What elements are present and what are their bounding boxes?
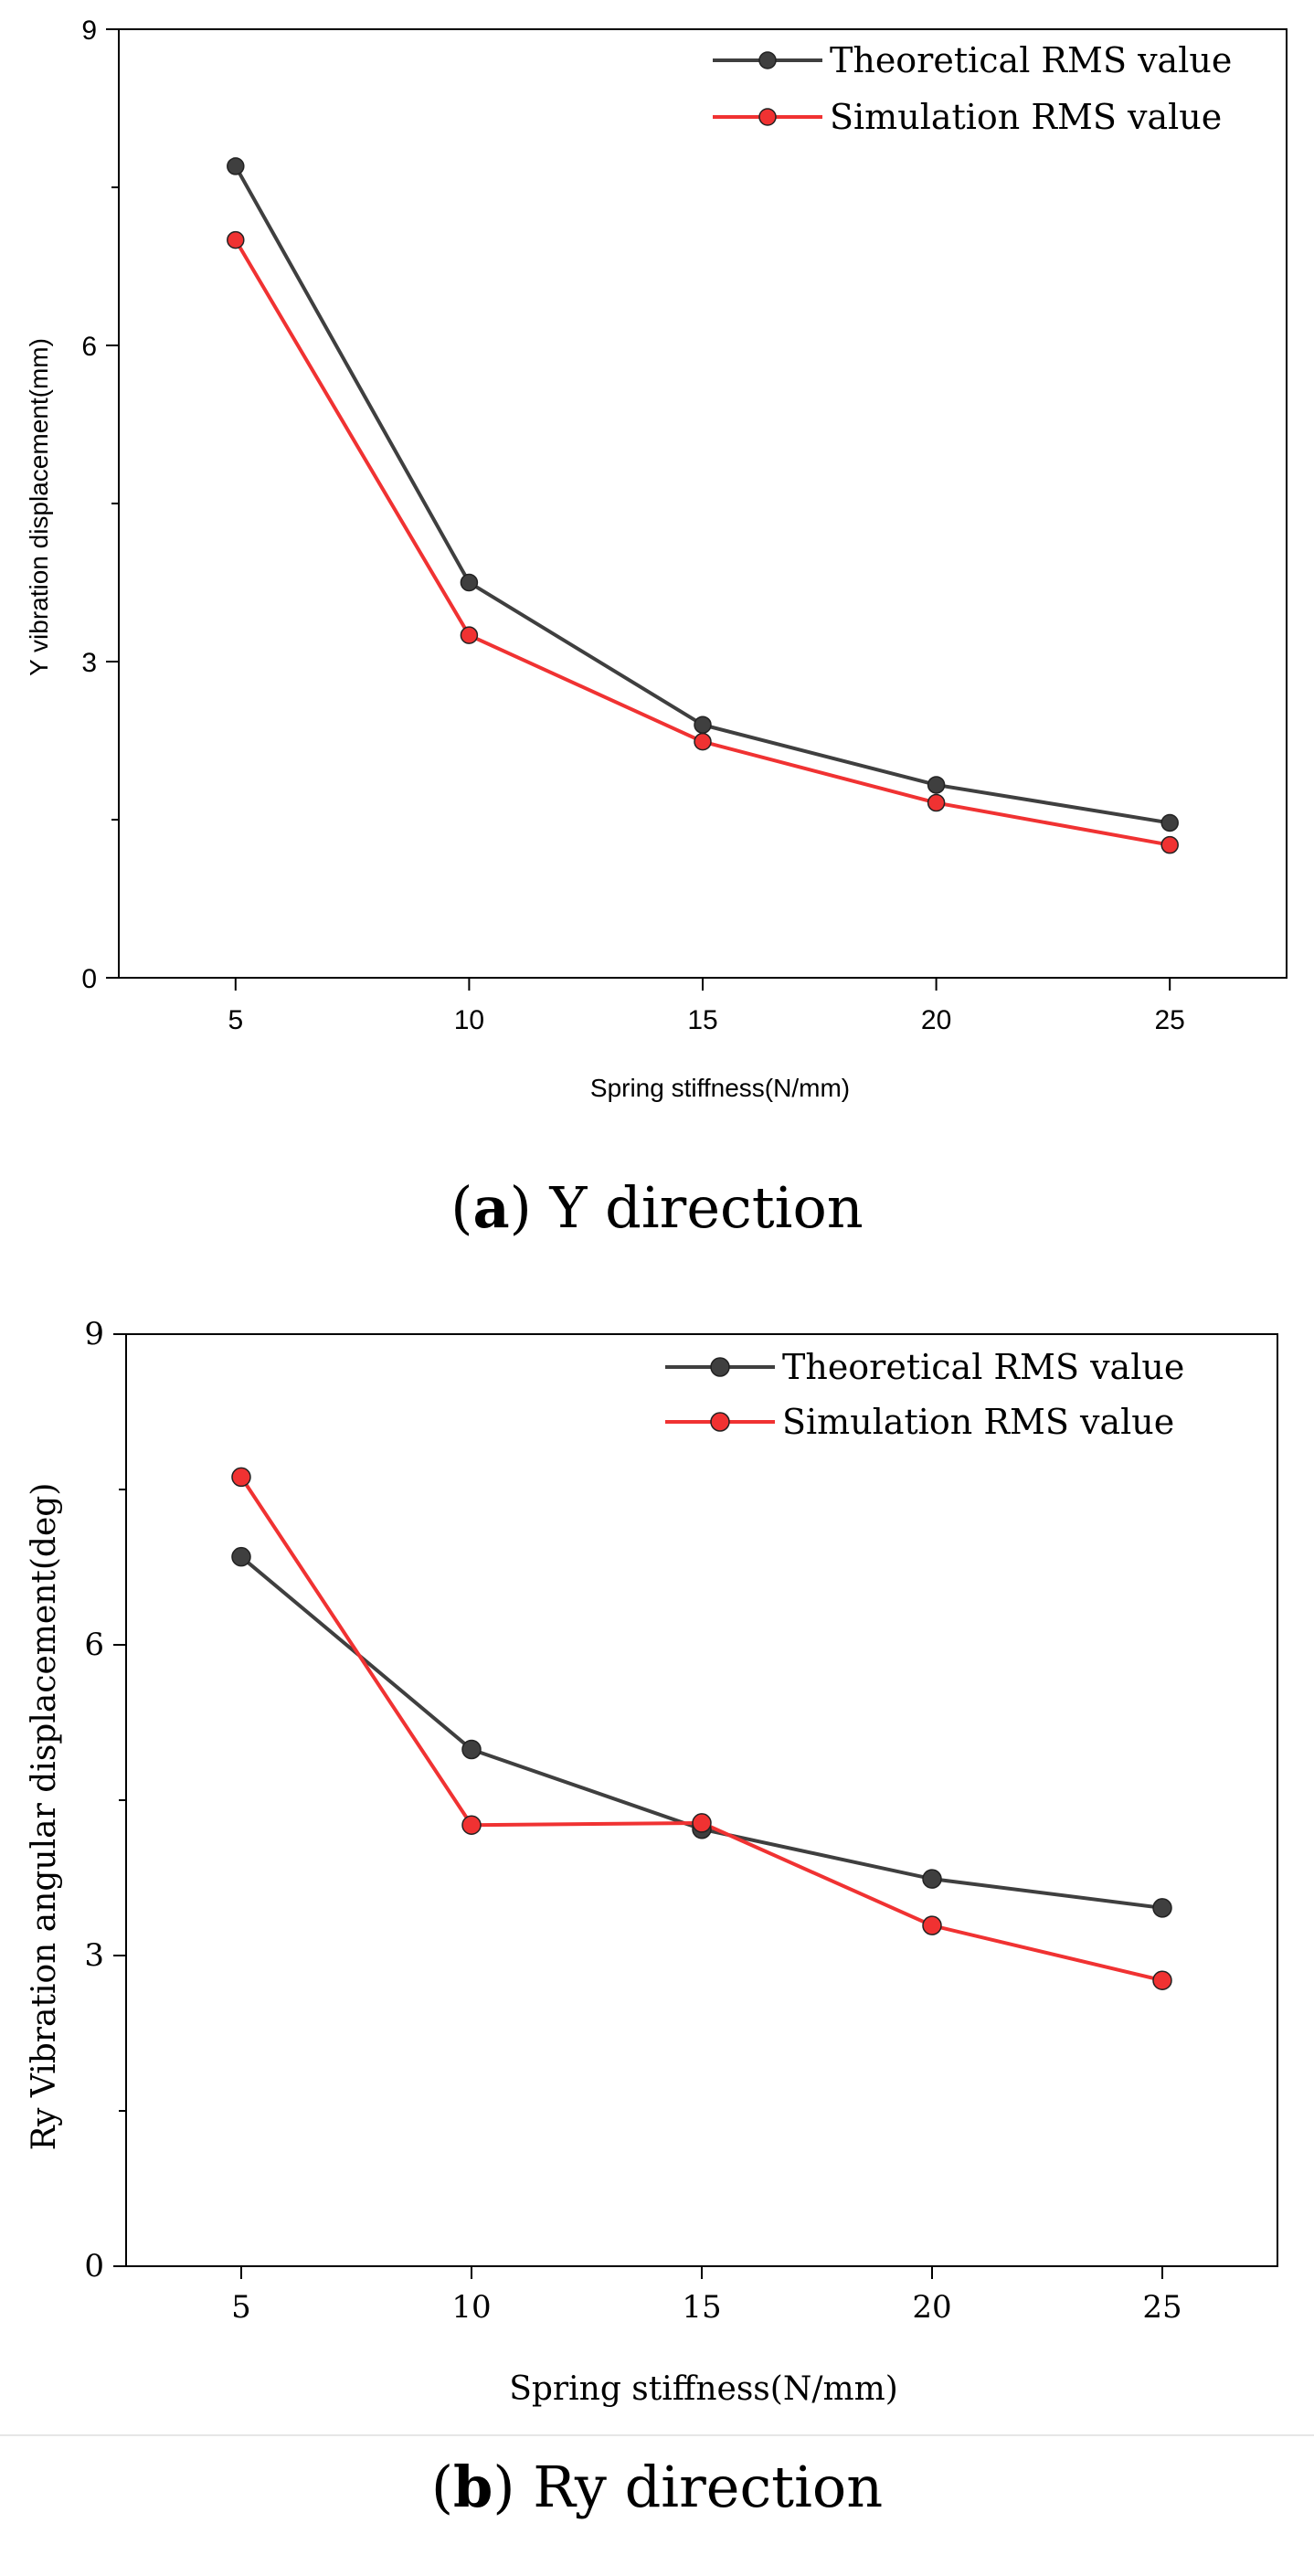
y-axis-label-a: Y vibration displacement(mm) [25, 338, 53, 676]
y-tick-label: 3 [81, 648, 97, 678]
y-axis-label-b: Ry Vibration angular displacement(deg) [26, 1483, 63, 2151]
data-point-1 [460, 626, 479, 644]
x-tick-label: 15 [687, 1005, 717, 1035]
caption-b: (b) Ry direction [430, 2454, 884, 2520]
series-line-1 [234, 239, 1171, 847]
series-line-0 [239, 1555, 1163, 1910]
legend-label: Theoretical RMS value [830, 40, 1232, 80]
y-tick-label: 3 [84, 1937, 104, 1974]
data-point-0 [694, 716, 712, 734]
x-tick-label: 10 [454, 1005, 484, 1035]
data-point-0 [927, 776, 946, 794]
data-point-1 [692, 1813, 712, 1833]
data-point-0 [922, 1869, 942, 1889]
plot-area-b: 5 10 15 20 25 0 3 6 9 Theoretical RMS value Simula… [84, 1316, 1278, 2326]
legend-label: Theoretical RMS value [782, 1347, 1184, 1387]
caption-a: (a) Y direction [450, 1174, 864, 1241]
data-point-1 [1152, 1970, 1172, 1990]
plot-area-a: 5 10 15 20 25 0 3 6 9 Theoretical RMS value Simula… [81, 16, 1288, 1035]
legend-marker [758, 51, 777, 69]
data-point-1 [927, 793, 946, 812]
separator-line [0, 2434, 1314, 2436]
caption-letter-b: b [453, 2454, 493, 2520]
x-tick-label: 20 [912, 2289, 951, 2326]
data-point-1 [231, 1467, 251, 1488]
data-point-0 [231, 1546, 251, 1567]
data-point-1 [227, 230, 245, 249]
x-tick-label: 20 [921, 1005, 951, 1035]
x-tick-label: 15 [682, 2289, 721, 2326]
data-point-1 [922, 1915, 942, 1935]
legend-label: Simulation RMS value [782, 1402, 1174, 1442]
x-tick-label: 5 [228, 1005, 243, 1035]
data-point-0 [227, 157, 245, 175]
y-tick-label: 0 [84, 2248, 104, 2284]
caption-text-b: Ry direction [533, 2454, 884, 2520]
y-tick-label: 9 [81, 16, 97, 46]
legend-marker [758, 108, 777, 126]
legend-marker [710, 1357, 730, 1377]
data-point-0 [1152, 1898, 1172, 1918]
chart-y-direction: 5 10 15 20 25 0 3 6 9 Theoretical RMS value Simula… [25, 16, 1288, 1102]
x-tick-label: 10 [451, 2289, 491, 2326]
data-point-1 [1160, 835, 1179, 854]
data-point-0 [460, 573, 479, 592]
x-axis-label-a: Spring stiffness(N/mm) [590, 1074, 850, 1102]
data-point-0 [1160, 813, 1179, 832]
plot-frame [125, 1333, 1278, 2267]
caption-letter-a: a [472, 1174, 510, 1241]
x-axis-label-b: Spring stiffness(N/mm) [509, 2370, 898, 2408]
data-point-0 [461, 1739, 482, 1760]
y-tick-label: 9 [84, 1316, 104, 1352]
caption-text-a: Y direction [549, 1174, 864, 1241]
x-tick-label: 25 [1155, 1005, 1185, 1035]
data-point-1 [694, 732, 712, 751]
y-tick-label: 6 [84, 1627, 104, 1663]
legend-label: Simulation RMS value [830, 97, 1222, 137]
x-tick-label: 25 [1142, 2289, 1182, 2326]
data-point-1 [461, 1815, 482, 1835]
y-tick-label: 0 [81, 964, 97, 994]
chart-ry-direction: 5 10 15 20 25 0 3 6 9 Theoretical RMS value Simula… [26, 1316, 1278, 2408]
legend-marker [710, 1412, 730, 1432]
x-tick-label: 5 [231, 2289, 251, 2326]
y-tick-label: 6 [81, 332, 97, 362]
series-line-1 [239, 1476, 1163, 1983]
